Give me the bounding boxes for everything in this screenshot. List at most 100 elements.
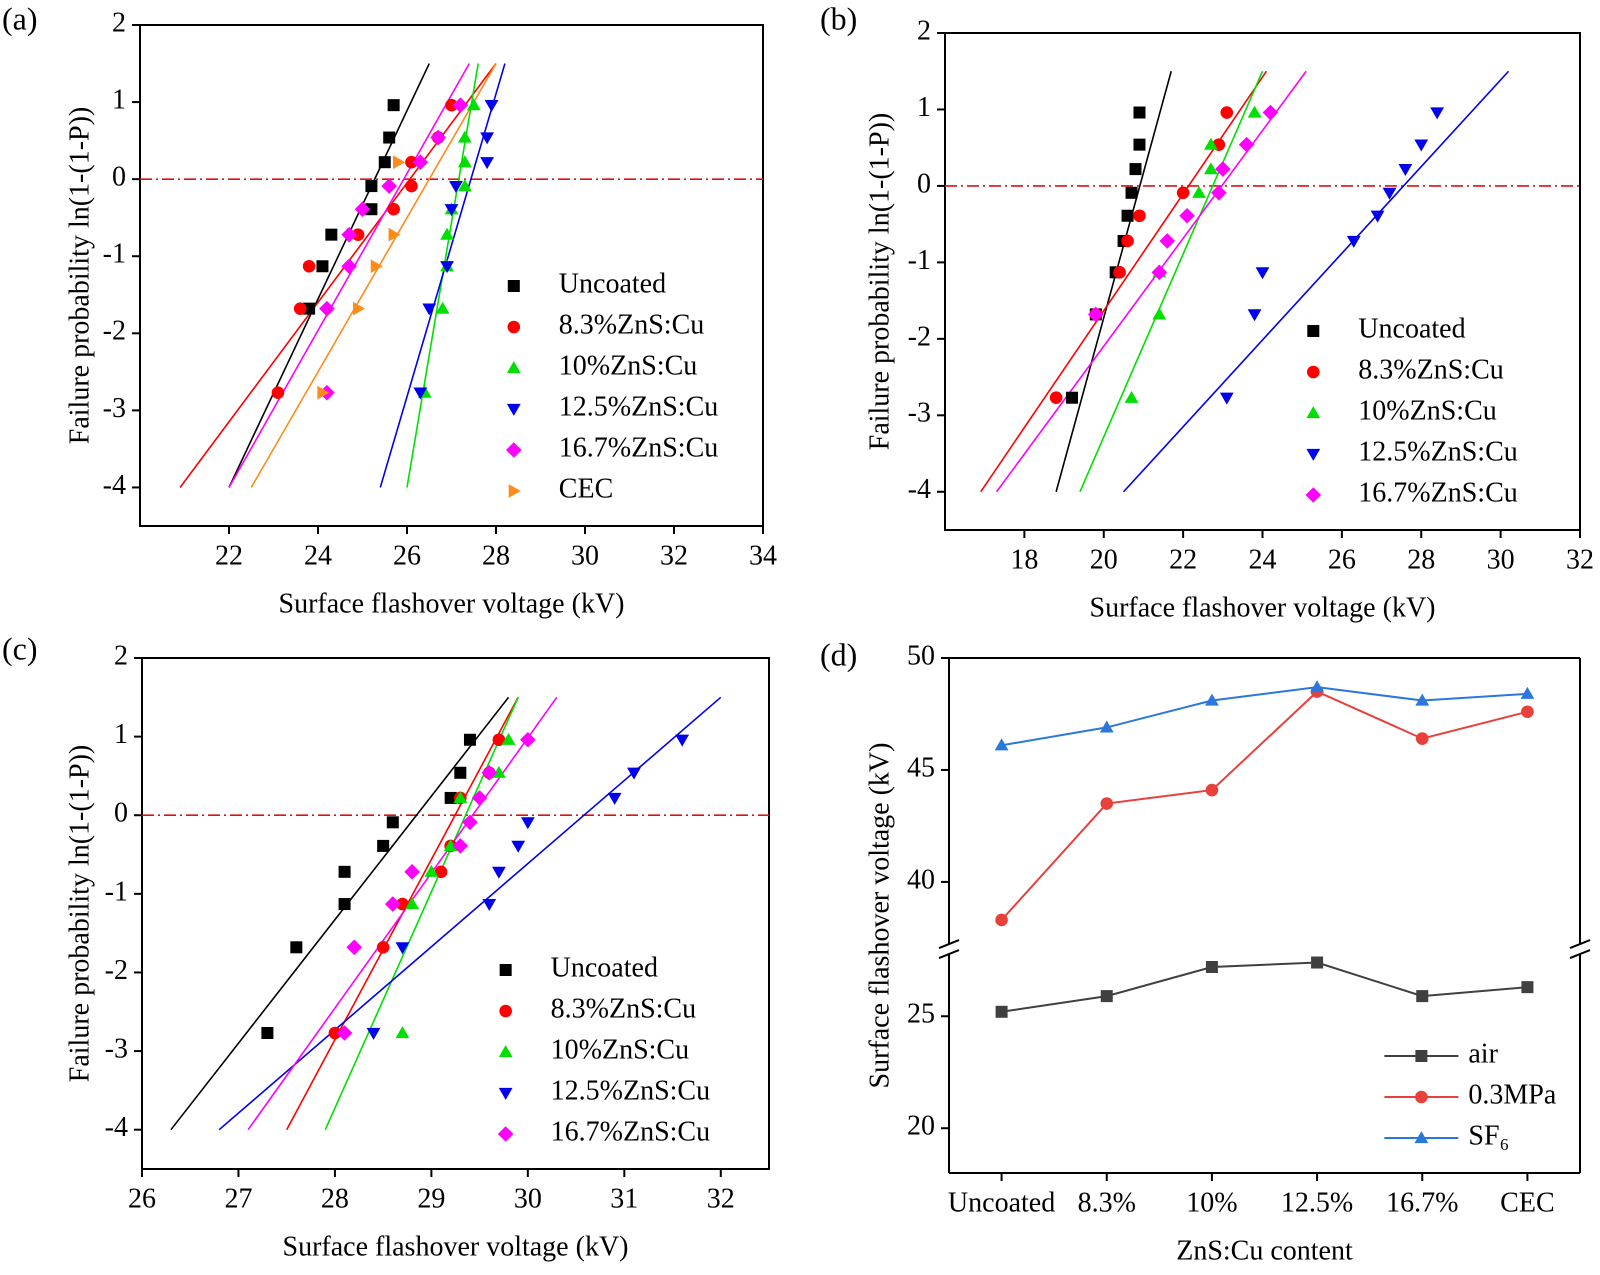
data-point bbox=[1521, 705, 1534, 719]
data-point bbox=[383, 131, 396, 144]
data-point bbox=[675, 734, 690, 747]
fit-line bbox=[247, 696, 558, 1131]
data-point bbox=[1416, 990, 1429, 1003]
data-point bbox=[1176, 186, 1190, 200]
data-point bbox=[1159, 233, 1176, 249]
y-tick-label: -4 bbox=[105, 1112, 128, 1143]
legend-marker bbox=[1307, 325, 1320, 337]
fit-line bbox=[228, 63, 470, 488]
data-point bbox=[336, 1025, 353, 1041]
data-point bbox=[405, 155, 418, 169]
legend-label: CEC bbox=[559, 473, 613, 504]
x-tick-label: 28 bbox=[321, 1183, 349, 1214]
legend-marker bbox=[1305, 487, 1322, 503]
data-point bbox=[1205, 693, 1219, 706]
data-point bbox=[1415, 732, 1429, 745]
x-tick-label: 8.3% bbox=[1078, 1187, 1136, 1218]
data-point bbox=[492, 866, 506, 879]
fit-line bbox=[1055, 71, 1172, 492]
data-point bbox=[1215, 161, 1231, 177]
x-tick-label: 30 bbox=[514, 1183, 542, 1214]
y-tick-label: 50 bbox=[907, 640, 935, 671]
data-point bbox=[453, 791, 468, 804]
y-tick-label: -4 bbox=[908, 474, 931, 505]
legend-label: 8.3%ZnS:Cu bbox=[1358, 354, 1503, 385]
data-point bbox=[387, 202, 400, 216]
data-point bbox=[492, 733, 506, 747]
fit-line bbox=[980, 70, 1268, 493]
x-tick-label: 12.5% bbox=[1281, 1187, 1353, 1218]
data-point bbox=[271, 386, 285, 399]
data-point bbox=[1204, 137, 1218, 150]
y-tick-label: -3 bbox=[908, 398, 931, 429]
legend-marker bbox=[1414, 1131, 1429, 1144]
data-point bbox=[1192, 185, 1206, 198]
data-point bbox=[1220, 106, 1234, 119]
data-point bbox=[302, 259, 316, 273]
data-point bbox=[386, 816, 399, 829]
data-point bbox=[440, 261, 454, 274]
legend-label: air bbox=[1468, 1038, 1498, 1069]
y-tick-label: 2 bbox=[917, 15, 931, 46]
plot-frame bbox=[139, 24, 764, 527]
data-point bbox=[430, 129, 446, 146]
data-point bbox=[387, 99, 400, 112]
x-tick-label: 16.7% bbox=[1386, 1187, 1458, 1218]
data-point bbox=[376, 941, 390, 954]
legend-marker bbox=[499, 964, 512, 976]
data-point bbox=[434, 865, 448, 879]
legend-marker bbox=[506, 442, 522, 458]
data-point bbox=[445, 98, 458, 112]
panel-label: (a) bbox=[2, 0, 38, 36]
axis-break-gap bbox=[1570, 944, 1590, 955]
data-point bbox=[463, 733, 476, 746]
data-point bbox=[1521, 981, 1534, 994]
data-point bbox=[452, 838, 469, 854]
x-tick-label: 24 bbox=[304, 540, 332, 571]
legend-label: 16.7%ZnS:Cu bbox=[559, 432, 718, 463]
data-point bbox=[520, 817, 535, 830]
fit-line bbox=[995, 70, 1307, 493]
data-point bbox=[1129, 163, 1142, 176]
legend-label: 0.3MPa bbox=[1468, 1079, 1556, 1110]
data-point bbox=[346, 939, 363, 956]
data-point bbox=[365, 180, 378, 193]
x-tick-label: 27 bbox=[224, 1183, 252, 1214]
data-point bbox=[481, 764, 498, 781]
panel-label: (c) bbox=[2, 630, 38, 666]
x-tick-label: 32 bbox=[660, 540, 688, 571]
y-tick-label: 0 bbox=[114, 798, 128, 829]
data-point bbox=[1133, 209, 1146, 223]
x-tick-label: 26 bbox=[1328, 544, 1356, 575]
y-axis-label: Surface flashover voltage (kV) bbox=[864, 743, 895, 1089]
x-tick-label: 30 bbox=[571, 540, 599, 571]
data-point bbox=[1151, 264, 1168, 281]
data-point bbox=[1121, 209, 1134, 222]
data-point bbox=[482, 898, 497, 911]
data-point bbox=[1415, 693, 1430, 706]
y-tick-label: 0 bbox=[112, 162, 126, 193]
data-point bbox=[365, 203, 378, 216]
legend-marker bbox=[499, 1004, 512, 1018]
legend-label: 8.3%ZnS:Cu bbox=[551, 993, 696, 1024]
legend-label: 16.7%ZnS:Cu bbox=[1358, 477, 1517, 508]
x-axis-label: Surface flashover voltage (kV) bbox=[279, 588, 625, 619]
data-point bbox=[995, 1005, 1008, 1018]
x-tick-label: 32 bbox=[707, 1183, 735, 1214]
x-tick-label: 28 bbox=[482, 540, 510, 571]
series-line bbox=[1001, 686, 1528, 747]
data-point bbox=[1311, 956, 1324, 969]
data-point bbox=[1255, 267, 1270, 280]
y-tick-label: 20 bbox=[907, 1111, 935, 1142]
data-point bbox=[404, 864, 420, 880]
axis-break-gap bbox=[939, 944, 959, 955]
data-point bbox=[413, 387, 428, 400]
data-point bbox=[405, 179, 418, 193]
data-point bbox=[325, 228, 338, 241]
x-tick-label: 32 bbox=[1566, 544, 1594, 575]
data-point bbox=[316, 260, 329, 273]
y-tick-label: -3 bbox=[103, 393, 126, 424]
legend-marker bbox=[1307, 365, 1320, 379]
y-tick-label: 0 bbox=[917, 168, 931, 199]
